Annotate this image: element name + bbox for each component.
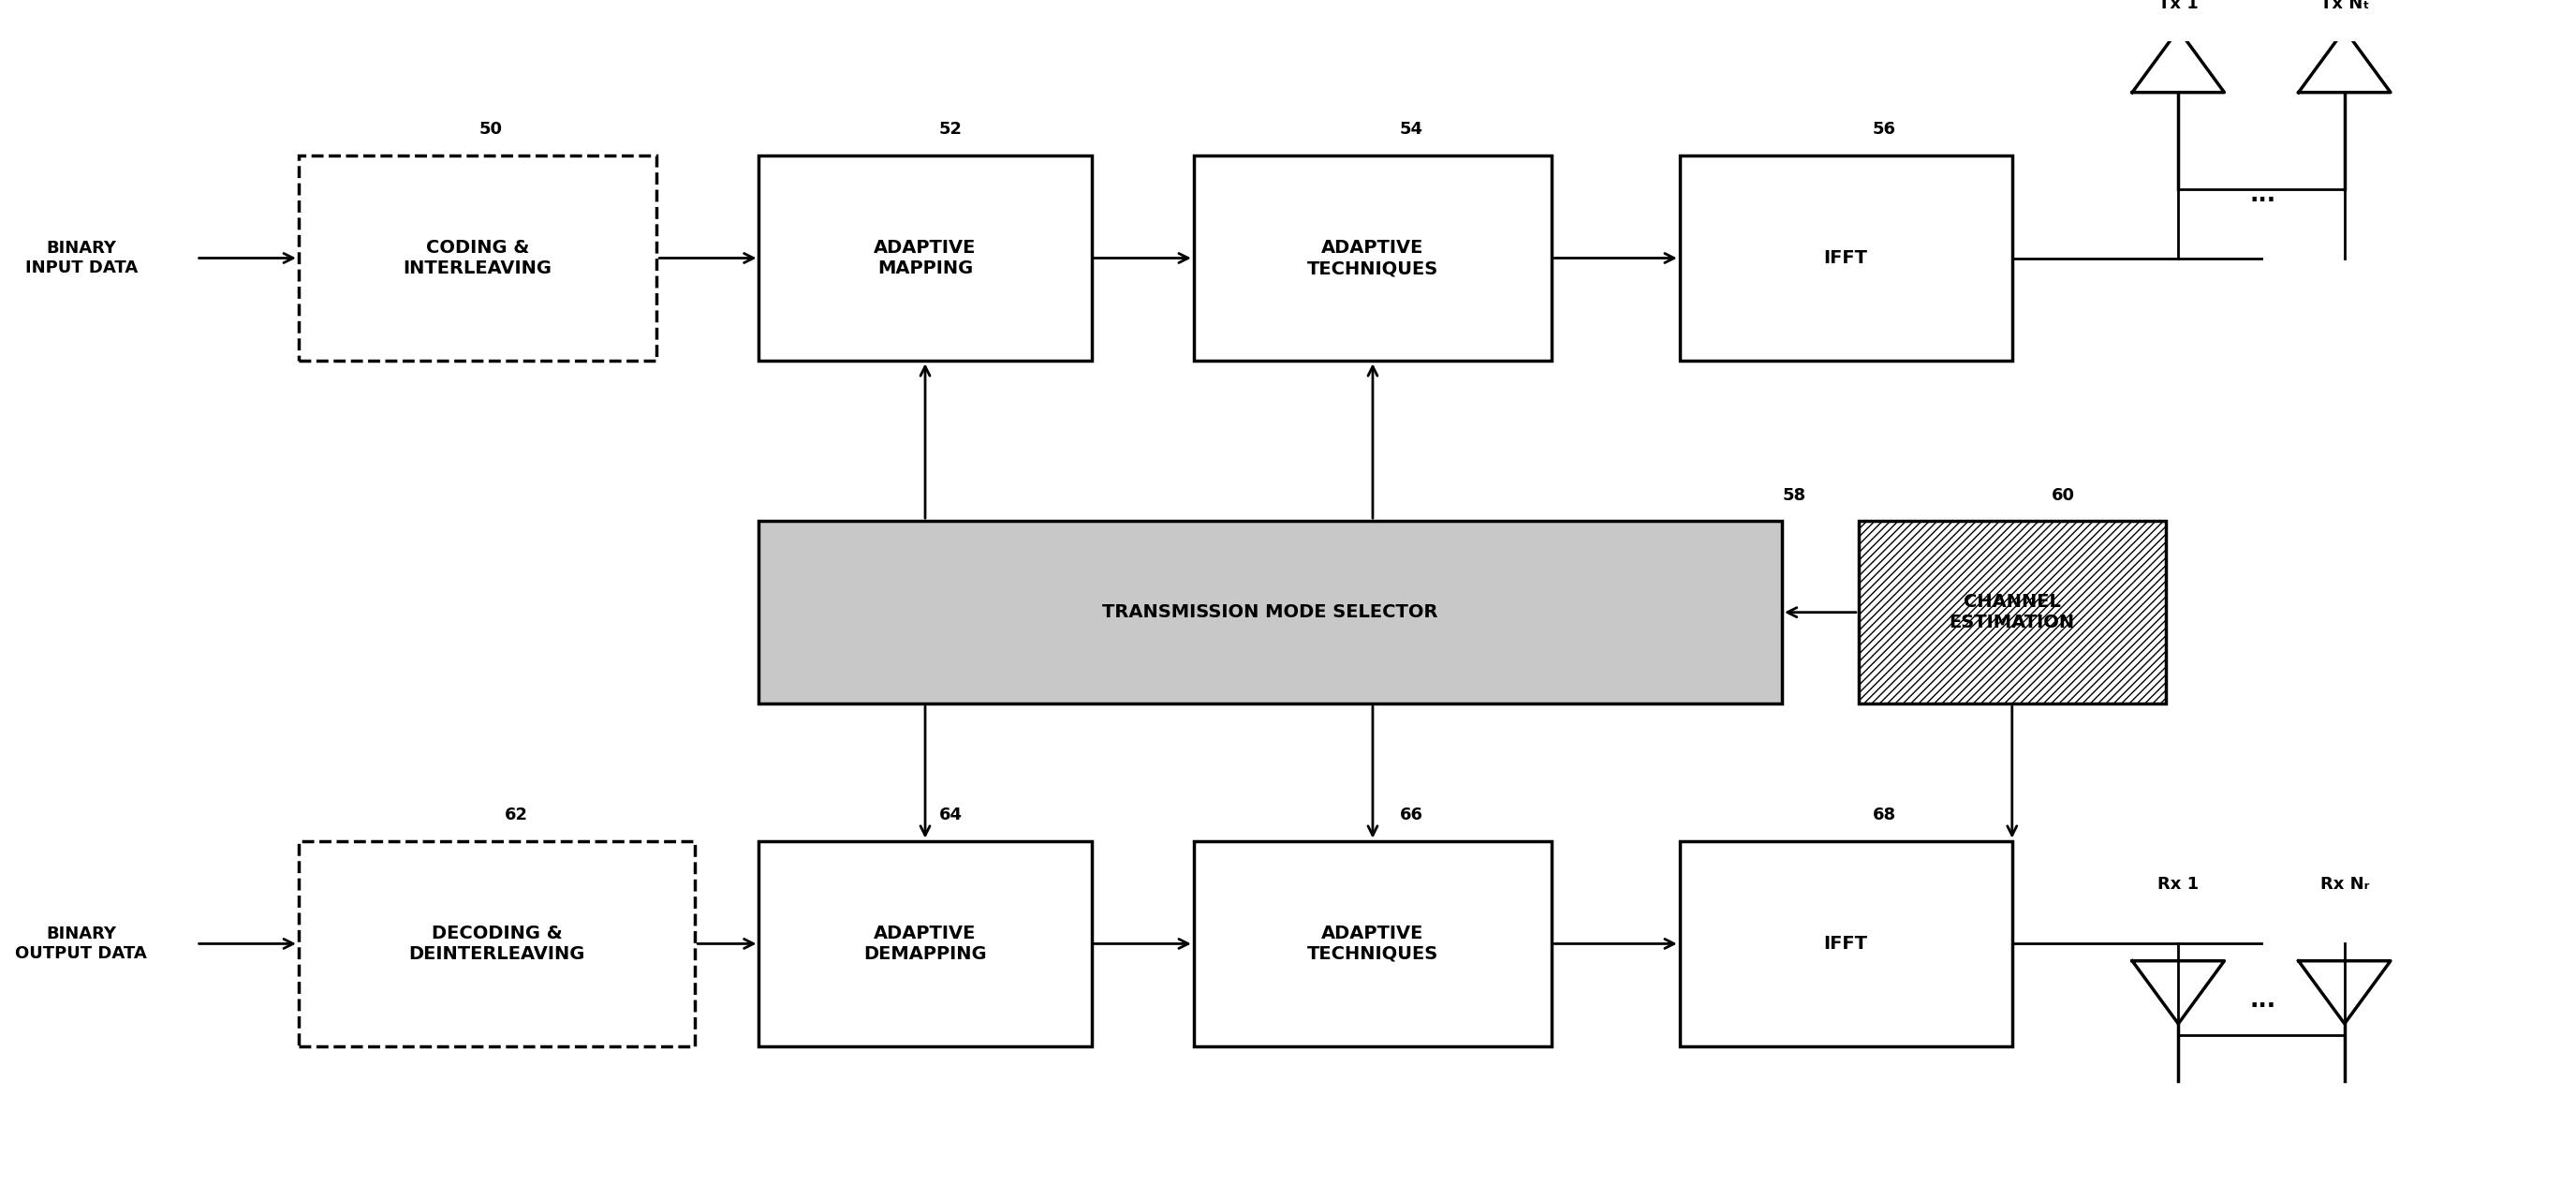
Text: ADAPTIVE
MAPPING: ADAPTIVE MAPPING (873, 239, 976, 277)
Text: Rx Nᵣ: Rx Nᵣ (2321, 876, 2370, 892)
Text: DECODING &
DEINTERLEAVING: DECODING & DEINTERLEAVING (410, 924, 585, 963)
Text: 62: 62 (505, 807, 528, 824)
Bar (299, 155, 657, 361)
Text: CODING &
INTERLEAVING: CODING & INTERLEAVING (404, 239, 551, 277)
Bar (760, 521, 1783, 704)
Text: TRANSMISSION MODE SELECTOR: TRANSMISSION MODE SELECTOR (1103, 603, 1437, 621)
Text: Tx Nₜ: Tx Nₜ (2321, 0, 2370, 12)
Text: 66: 66 (1399, 807, 1422, 824)
Text: Rx 1: Rx 1 (2159, 876, 2200, 892)
Text: 50: 50 (479, 121, 502, 139)
Bar (1193, 155, 1551, 361)
Bar (1680, 841, 2012, 1046)
Bar (299, 841, 696, 1046)
Text: IFFT: IFFT (1824, 249, 1868, 267)
Bar (1680, 155, 2012, 361)
Text: ADAPTIVE
TECHNIQUES: ADAPTIVE TECHNIQUES (1306, 239, 1437, 277)
Bar (760, 841, 1092, 1046)
Text: 54: 54 (1399, 121, 1422, 139)
Text: 58: 58 (1783, 487, 1806, 504)
Bar (1193, 841, 1551, 1046)
Text: 68: 68 (1873, 807, 1896, 824)
Text: 52: 52 (940, 121, 963, 139)
Text: ADAPTIVE
TECHNIQUES: ADAPTIVE TECHNIQUES (1306, 924, 1437, 963)
Text: ...: ... (2249, 989, 2275, 1012)
Text: ...: ... (2249, 184, 2275, 206)
Text: Tx 1: Tx 1 (2159, 0, 2197, 12)
Text: 64: 64 (940, 807, 963, 824)
Text: 56: 56 (1873, 121, 1896, 139)
Text: BINARY
INPUT DATA: BINARY INPUT DATA (26, 239, 137, 276)
Text: ADAPTIVE
DEMAPPING: ADAPTIVE DEMAPPING (863, 924, 987, 963)
Bar (1860, 521, 2166, 704)
Text: 60: 60 (2050, 487, 2074, 504)
Text: IFFT: IFFT (1824, 935, 1868, 953)
Text: BINARY
OUTPUT DATA: BINARY OUTPUT DATA (15, 925, 147, 962)
Text: CHANNEL
ESTIMATION: CHANNEL ESTIMATION (1950, 594, 2074, 632)
Bar (760, 155, 1092, 361)
